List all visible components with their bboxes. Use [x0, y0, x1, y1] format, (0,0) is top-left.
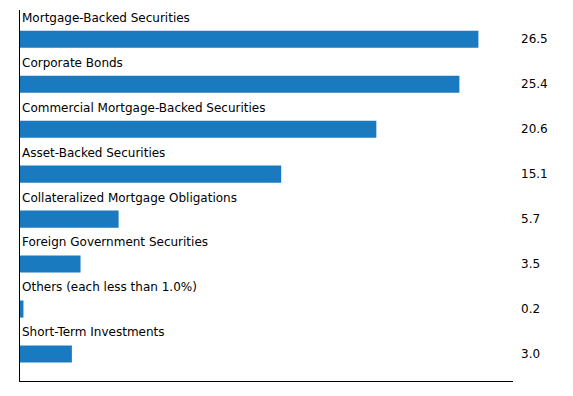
svg-text:Short-Term Investments: Short-Term Investments — [22, 325, 165, 339]
svg-text:3.5: 3.5 — [521, 257, 540, 271]
svg-text:Asset-Backed Securities: Asset-Backed Securities — [22, 146, 165, 160]
svg-text:Foreign Government Securities: Foreign Government Securities — [22, 235, 208, 249]
svg-text:Collateralized Mortgage Obliga: Collateralized Mortgage Obligations — [22, 191, 237, 205]
svg-text:5.7: 5.7 — [521, 212, 540, 226]
svg-text:Commercial Mortgage-Backed Sec: Commercial Mortgage-Backed Securities — [22, 101, 265, 115]
svg-text:Others (each less than 1.0%): Others (each less than 1.0%) — [22, 280, 197, 294]
svg-text:0.2: 0.2 — [521, 302, 540, 316]
svg-text:Mortgage-Backed Securities: Mortgage-Backed Securities — [22, 11, 190, 25]
svg-text:26.5: 26.5 — [521, 32, 548, 46]
svg-text:20.6: 20.6 — [521, 122, 548, 136]
svg-text:25.4: 25.4 — [521, 77, 548, 91]
svg-text:15.1: 15.1 — [521, 167, 548, 181]
svg-text:Corporate Bonds: Corporate Bonds — [22, 56, 123, 70]
svg-text:3.0: 3.0 — [521, 347, 540, 361]
